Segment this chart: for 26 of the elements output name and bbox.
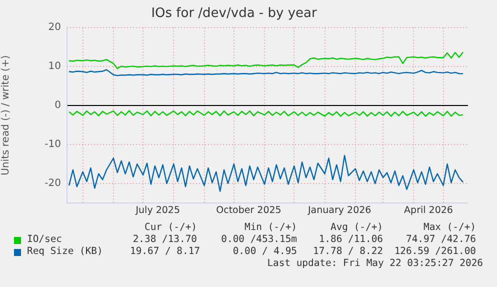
text: 17.78 / 8.22 (312, 246, 383, 258)
text: Last update: Fri May 22 03:25:27 2026 (267, 258, 483, 269)
y-tick-label: -10 (44, 139, 61, 150)
text: Cur (-/+) (144, 222, 197, 234)
text: 0.00 /453.15m (220, 234, 297, 246)
y-axis-title: Units read (-) / write (+) (0, 55, 12, 176)
y-tick-label: 10 (48, 61, 61, 72)
text: 74.97 /42.76 (405, 234, 476, 246)
x-tick-label: January 2026 (306, 205, 372, 216)
x-tick-label: July 2025 (134, 205, 180, 216)
text: 126.59 /261.00 (393, 246, 476, 258)
legend-label: IO/sec (26, 234, 63, 246)
y-tick-label: -20 (44, 178, 61, 190)
text: 2.38 /13.70 (132, 234, 197, 246)
text: 1.86 /11.06 (318, 234, 383, 246)
x-tick-label: April 2026 (404, 205, 453, 216)
x-tick-label: October 2025 (216, 205, 282, 216)
y-tick-label: 20 (48, 22, 61, 34)
text: Min (-/+) (244, 222, 297, 234)
legend-label: Req Size (KB) (26, 246, 104, 258)
text: 19.67 / 8.17 (130, 246, 200, 258)
chart-title: IOs for /dev/vda - by year (151, 6, 318, 22)
text: Avg (-/+) (330, 222, 383, 234)
y-tick-label: 0 (54, 100, 61, 112)
text: Max (-/+) (422, 222, 476, 234)
text: 0.00 / 4.95 (232, 246, 297, 257)
